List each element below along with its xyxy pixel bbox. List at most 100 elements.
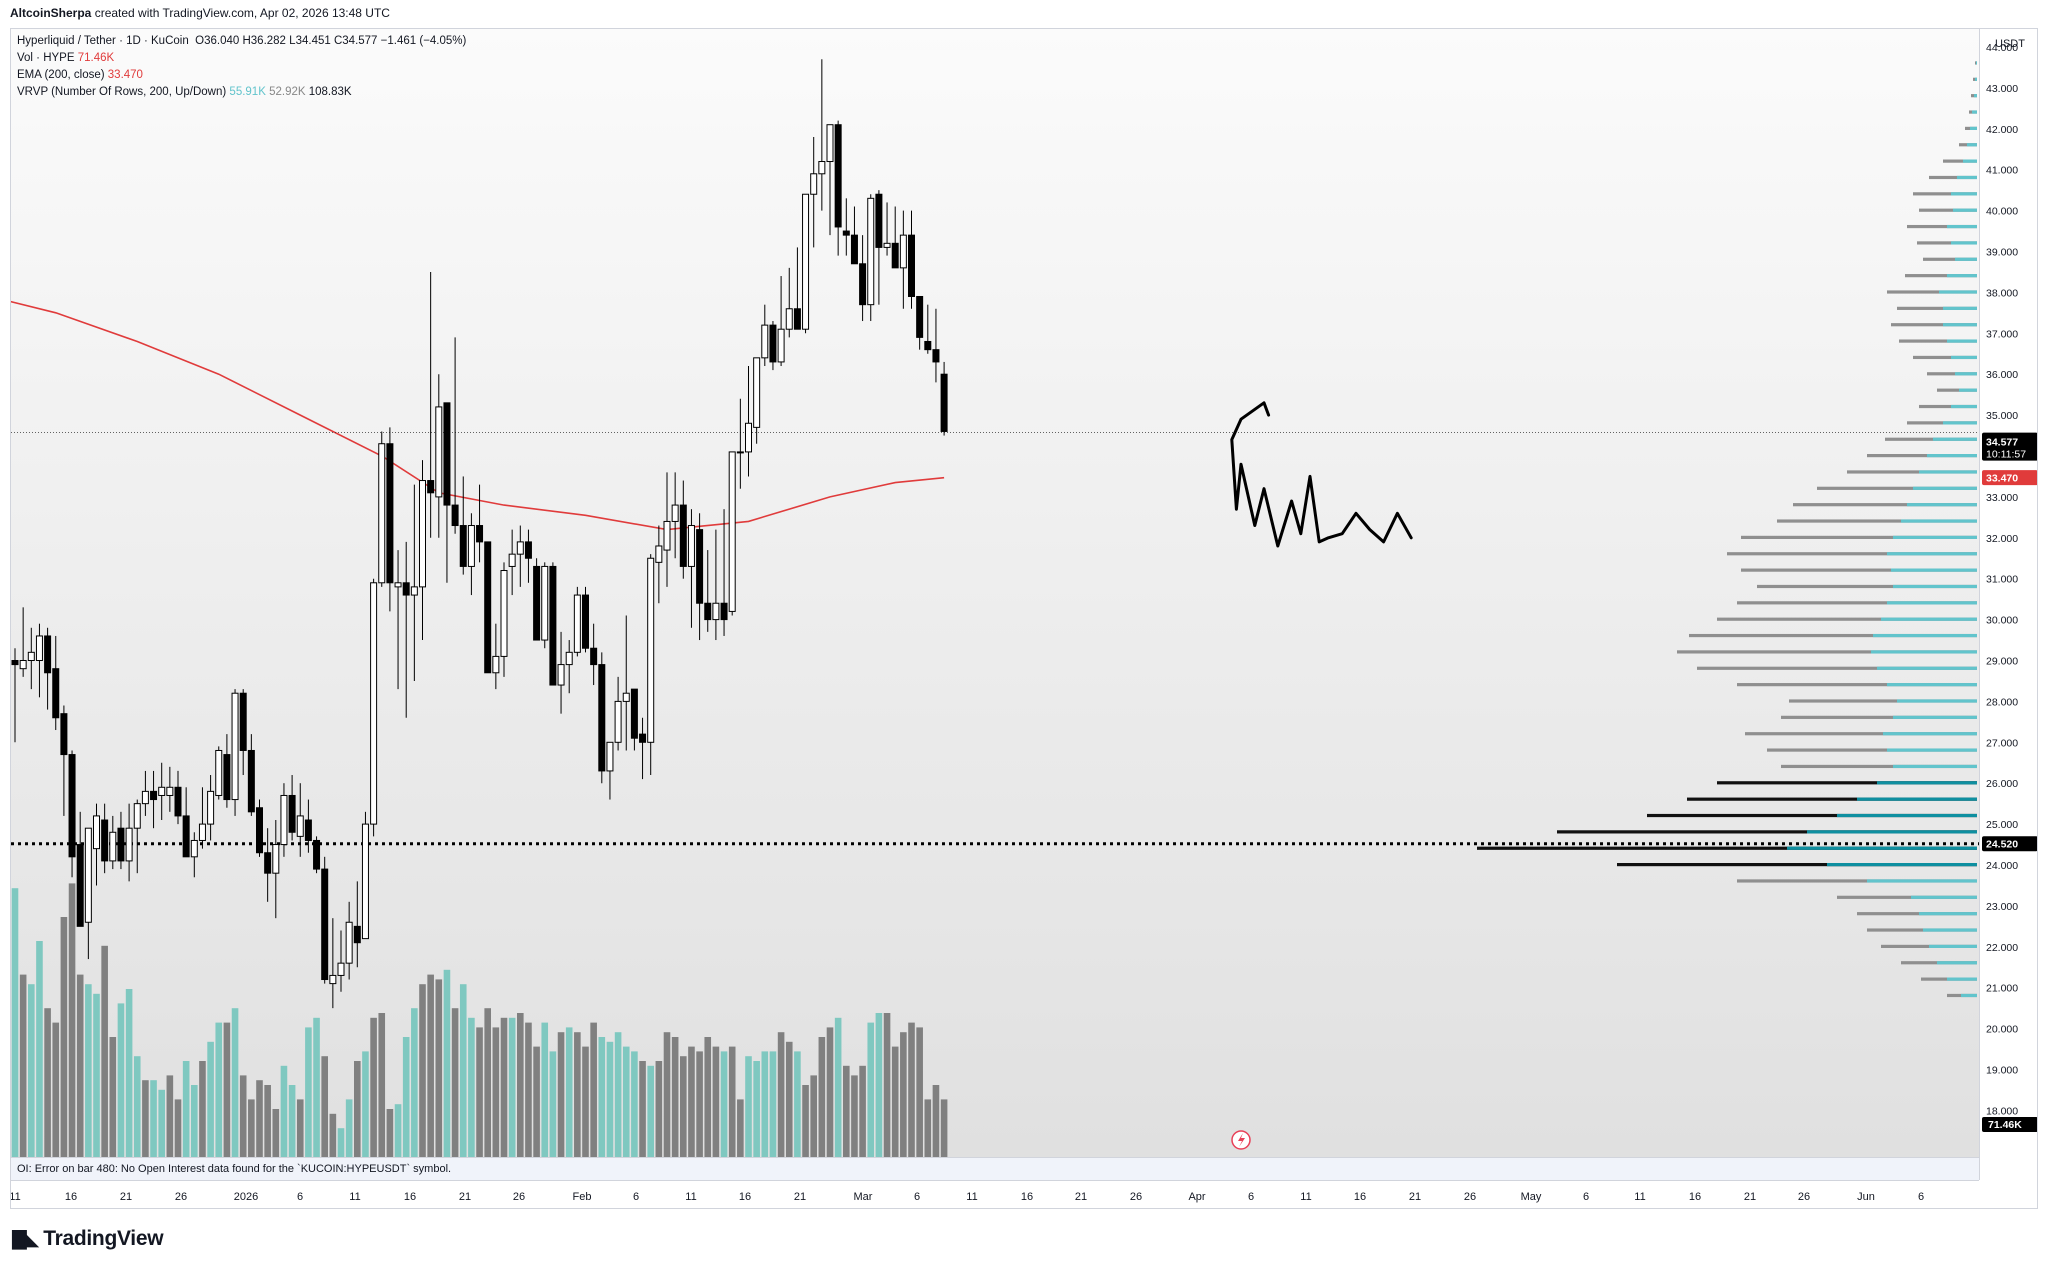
candle-body xyxy=(109,831,117,862)
volume-bar xyxy=(76,974,84,1157)
vrvp-down-bar xyxy=(1697,666,1977,670)
volume-bar xyxy=(68,883,76,1157)
volume-bar xyxy=(663,1032,671,1157)
candle-body xyxy=(549,565,557,686)
candle xyxy=(52,635,60,731)
candle-body xyxy=(802,193,810,330)
candle-body xyxy=(435,406,443,498)
ema-badge-text: 33.470 xyxy=(1986,473,2018,485)
candle xyxy=(150,770,158,829)
vrvp-up-bar xyxy=(1943,421,1977,425)
time-tick-label: 16 xyxy=(65,1191,77,1203)
time-tick-label: 16 xyxy=(1021,1191,1033,1203)
candle-body xyxy=(280,794,288,846)
volume-bar xyxy=(60,917,68,1157)
time-tick-label: 21 xyxy=(120,1191,132,1203)
volume-bar xyxy=(582,1046,589,1157)
candle-body xyxy=(500,570,508,657)
candle xyxy=(630,688,638,751)
vrvp-up-bar xyxy=(1929,944,1977,948)
volume-bar xyxy=(924,1099,932,1157)
tradingview-logo[interactable]: ▇◣ TradingView xyxy=(12,1227,164,1251)
vrvp-down-bar xyxy=(1837,895,1977,899)
vrvp-down-bar xyxy=(1737,879,1977,883)
candle xyxy=(516,525,524,587)
vrvp-up-bar xyxy=(1881,617,1977,621)
candle xyxy=(712,529,720,641)
volume-bar xyxy=(248,1099,255,1157)
candle xyxy=(867,194,875,322)
volume-bar xyxy=(207,1041,214,1157)
candle xyxy=(190,832,198,878)
volume-bar xyxy=(256,1080,263,1157)
volume-bar xyxy=(419,984,426,1157)
chart-canvas[interactable] xyxy=(11,29,1979,1157)
vrvp-up-bar xyxy=(1893,535,1977,539)
ema-label: EMA (200, close) xyxy=(17,69,105,81)
candle-body xyxy=(924,340,932,351)
volume-bar xyxy=(125,989,133,1157)
candle-body xyxy=(101,819,109,862)
candle xyxy=(639,717,647,780)
vrvp-up-bar xyxy=(1871,650,1977,654)
vrvp-up-bar xyxy=(1897,699,1977,703)
candle-body xyxy=(916,295,924,338)
candle-body xyxy=(133,803,141,829)
candle xyxy=(370,578,378,837)
candle-body xyxy=(728,451,736,612)
vrvp-up-bar xyxy=(1943,323,1977,327)
candle-body xyxy=(451,504,459,527)
vrvp-label: VRVP (Number Of Rows, 200, Up/Down) xyxy=(17,86,227,98)
chart-frame[interactable]: Hyperliquid / Tether · 1D · KuCoin O36.0… xyxy=(10,28,2038,1209)
time-tick-label: 21 xyxy=(794,1191,806,1203)
tradingview-logo-icon: ▇◣ xyxy=(12,1228,39,1250)
time-axis-canvas[interactable]: 11 16 21 26 2026 6 11 16 21 26 Feb 6 11 16 21 Mar 6 11 16 2… xyxy=(11,1181,1979,1209)
candle-body xyxy=(386,443,394,584)
candle xyxy=(223,734,231,808)
candle-body xyxy=(777,328,785,363)
candle xyxy=(207,775,215,841)
legend-symbol-row[interactable]: Hyperliquid / Tether · 1D · KuCoin O36.0… xyxy=(17,33,466,50)
candle xyxy=(60,705,68,816)
candle xyxy=(174,770,182,825)
volume-bar xyxy=(631,1051,638,1157)
price-tick-label: 43.000 xyxy=(1986,83,2018,95)
candle-body xyxy=(524,541,532,559)
vrvp-up-bar xyxy=(1970,126,1977,130)
volume-bar xyxy=(117,1003,125,1157)
candle xyxy=(84,827,92,960)
price-tick-label: 30.000 xyxy=(1986,615,2018,627)
price-pane[interactable]: Hyperliquid / Tether · 1D · KuCoin O36.0… xyxy=(11,29,1979,1157)
time-tick-label: 11 xyxy=(11,1191,21,1203)
candle xyxy=(842,198,850,256)
volume-bar xyxy=(517,1013,524,1157)
volume-bar xyxy=(443,969,451,1157)
candle-body xyxy=(573,594,581,653)
vrvp-up-bar xyxy=(1919,470,1977,474)
vrvp-down-bar xyxy=(1943,159,1977,163)
candle xyxy=(435,374,443,538)
time-tick-label: 16 xyxy=(404,1191,416,1203)
vrvp-up-bar xyxy=(1939,290,1977,294)
legend-volume-row[interactable]: Vol · HYPE 71.46K xyxy=(17,50,466,67)
time-tick-label: 2026 xyxy=(234,1191,258,1203)
time-axis[interactable]: 11 16 21 26 2026 6 11 16 21 26 Feb 6 11 16 21 Mar 6 11 16 2… xyxy=(11,1180,1979,1209)
legend-vrvp-row[interactable]: VRVP (Number Of Rows, 200, Up/Down) 55.9… xyxy=(17,84,466,101)
time-tick-label: 26 xyxy=(1464,1191,1476,1203)
candle-body xyxy=(793,308,801,330)
vrvp-up-bar xyxy=(1887,748,1977,752)
time-tick-label: 6 xyxy=(1248,1191,1254,1203)
time-tick-label: 11 xyxy=(1300,1191,1311,1203)
price-axis[interactable]: USDT 44.000 43.000 42.000 41.000 40.000 39.000… xyxy=(1979,29,2038,1180)
vrvp-down-bar xyxy=(1867,928,1977,932)
volume-bar xyxy=(883,1013,891,1157)
legend-ema-row[interactable]: EMA (200, close) 33.470 xyxy=(17,67,466,84)
volume-bar xyxy=(239,1075,247,1157)
candle-body xyxy=(27,651,35,662)
candle-body xyxy=(516,541,524,555)
high-label: H xyxy=(242,35,251,47)
vrvp-down-bar xyxy=(1781,715,1977,719)
candle xyxy=(899,210,907,309)
vrvp-down-bar xyxy=(1885,437,1977,441)
